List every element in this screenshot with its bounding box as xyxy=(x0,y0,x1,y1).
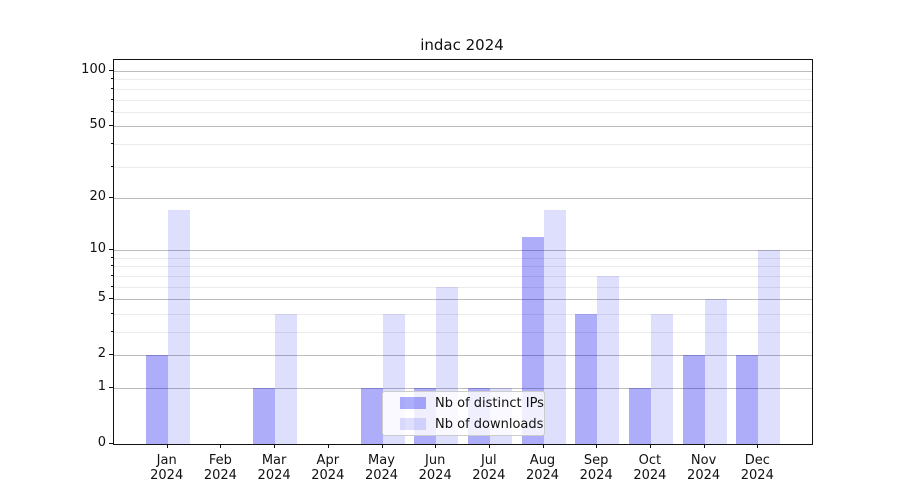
gridline-minor-y-70 xyxy=(114,99,812,101)
bar-downloads-aug xyxy=(543,210,566,444)
legend-item-downloads: Nb of downloads xyxy=(383,416,544,433)
legend-item-distinct-ips: Nb of distinct IPs xyxy=(383,395,544,412)
legend-swatch-distinct-ips-icon xyxy=(400,397,426,409)
gridline-major-y-100 xyxy=(114,71,812,72)
bar-distinct-ips-sep xyxy=(575,313,598,444)
legend: Nb of distinct IPs Nb of downloads xyxy=(382,391,545,436)
y-tick-label-100: 100 xyxy=(81,62,106,77)
x-tick-label-apr: Apr 2024 xyxy=(311,453,345,483)
chart-title: indac 2024 xyxy=(420,36,504,54)
bar-distinct-ips-jan xyxy=(145,355,168,444)
bar-downloads-nov xyxy=(704,299,727,444)
gridline-major-y-1 xyxy=(114,388,812,389)
x-tick-label-jan: Jan 2024 xyxy=(150,453,184,483)
x-tick-label-dec: Dec 2024 xyxy=(740,453,774,483)
bar-downloads-sep xyxy=(597,275,620,444)
y-tick-label-50: 50 xyxy=(89,117,106,133)
bar-distinct-ips-oct xyxy=(628,388,651,444)
bar-distinct-ips-mar xyxy=(253,388,276,444)
y-tick-label-0: 0 xyxy=(97,435,106,450)
gridline-minor-y-7 xyxy=(114,275,812,277)
legend-swatch-downloads-icon xyxy=(400,418,426,430)
y-tick-label-1: 1 xyxy=(97,379,106,394)
y-tick-label-20: 20 xyxy=(89,188,106,204)
y-tick-label-2: 2 xyxy=(97,346,106,362)
x-tick-label-may: May 2024 xyxy=(364,453,399,483)
gridline-minor-y-9 xyxy=(114,257,812,259)
gridline-minor-y-30 xyxy=(114,166,812,168)
plot-area xyxy=(113,59,813,445)
bar-downloads-jan xyxy=(167,210,190,444)
legend-label-distinct-ips: Nb of distinct IPs xyxy=(435,395,544,411)
gridline-minor-y-90 xyxy=(114,79,812,81)
gridline-minor-y-6 xyxy=(114,286,812,288)
gridline-minor-y-60 xyxy=(114,111,812,113)
gridline-major-y-5 xyxy=(114,299,812,301)
y-tick-label-10: 10 xyxy=(89,241,106,257)
legend-label-downloads: Nb of downloads xyxy=(435,416,544,432)
bar-downloads-mar xyxy=(275,313,298,444)
bar-distinct-ips-dec xyxy=(736,355,759,444)
gridline-major-y-2 xyxy=(114,355,812,357)
x-tick-label-feb: Feb 2024 xyxy=(203,453,237,483)
gridlines-layer xyxy=(114,60,812,444)
gridline-minor-y-4 xyxy=(114,313,812,315)
bars-layer xyxy=(114,60,812,444)
bar-distinct-ips-may xyxy=(360,388,383,444)
x-tick-label-aug: Aug 2024 xyxy=(525,453,560,483)
gridline-major-y-50 xyxy=(114,126,812,128)
x-tick-label-mar: Mar 2024 xyxy=(257,453,291,483)
bar-distinct-ips-nov xyxy=(682,355,705,444)
bar-downloads-oct xyxy=(650,313,673,444)
x-tick-label-sep: Sep 2024 xyxy=(579,453,613,483)
x-tick-label-jul: Jul 2024 xyxy=(472,453,506,483)
x-tick-label-oct: Oct 2024 xyxy=(633,453,667,483)
gridline-minor-y-40 xyxy=(114,143,812,145)
x-tick-label-nov: Nov 2024 xyxy=(687,453,721,483)
gridline-major-y-20 xyxy=(114,197,812,199)
bar-downloads-dec xyxy=(758,250,781,444)
gridline-minor-y-80 xyxy=(114,88,812,90)
gridline-minor-y-3 xyxy=(114,332,812,333)
y-tick-label-5: 5 xyxy=(97,290,106,306)
gridline-major-y-10 xyxy=(114,250,812,252)
gridline-minor-y-8 xyxy=(114,266,812,268)
x-tick-label-jun: Jun 2024 xyxy=(418,453,452,483)
